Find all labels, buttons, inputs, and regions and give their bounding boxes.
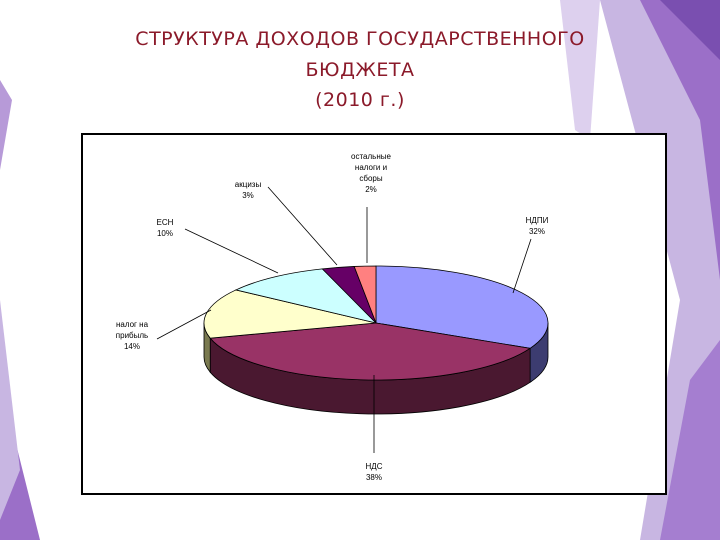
pie-value-0: 32%	[529, 227, 545, 236]
pie-slice-1	[209, 322, 532, 381]
pie-value-3: 10%	[157, 229, 173, 238]
pie-value-2: 14%	[124, 342, 140, 351]
chart-frame: НДПИ 32% НДС 38% налог на прибыль 14% ЕСН 10% акц…	[81, 133, 667, 495]
pie-slice-2	[203, 289, 377, 339]
leader-line-4	[267, 186, 338, 266]
pie-label-2-line-0: налог на	[116, 320, 149, 329]
pie-label-0-line-0: НДПИ	[526, 216, 549, 225]
pie-chart: НДПИ 32% НДС 38% налог на прибыль 14% ЕСН 10% акц…	[116, 152, 549, 482]
pie-label-1-line-0: НДС	[366, 462, 383, 471]
pie-slice-3	[234, 268, 378, 324]
leader-line-0	[512, 238, 532, 294]
pie-label-5-line-1: налоги и	[355, 163, 387, 172]
pie-value-1: 38%	[366, 473, 382, 482]
slide-title-line-1: СТРУКТУРА ДОХОДОВ ГОСУДАРСТВЕННОГО	[135, 28, 585, 50]
decor-facet-3	[660, 0, 720, 60]
decor-facet-5	[560, 0, 600, 140]
decor-facet-left-1	[0, 80, 12, 170]
pie-label-5-line-0: остальные	[351, 152, 391, 161]
pie-labels: НДПИ 32% НДС 38% налог на прибыль 14% ЕСН 10% акц…	[116, 152, 549, 482]
pie-side-walls	[203, 322, 549, 415]
pie-label-5-line-2: сборы	[359, 174, 382, 183]
pie-label-2-line-1: прибыль	[116, 331, 148, 340]
pie-value-5: 2%	[365, 185, 377, 194]
slide-title-line-2: БЮДЖЕТА	[305, 59, 415, 81]
pie-slices	[203, 265, 549, 381]
decor-facet-left-3	[0, 300, 20, 520]
pie-value-4: 3%	[242, 191, 254, 200]
pie-label-4-line-0: акцизы	[235, 180, 262, 189]
pie-slice-5	[353, 265, 377, 324]
leader-line-2	[156, 309, 212, 340]
decor-facet-2	[640, 0, 720, 280]
decor-facet-4	[660, 340, 720, 540]
pie-label-3-line-0: ЕСН	[157, 218, 174, 227]
leader-line-3	[184, 228, 279, 274]
pie-slice-0	[375, 265, 549, 349]
slide-title-line-3: (2010 г.)	[315, 89, 405, 111]
